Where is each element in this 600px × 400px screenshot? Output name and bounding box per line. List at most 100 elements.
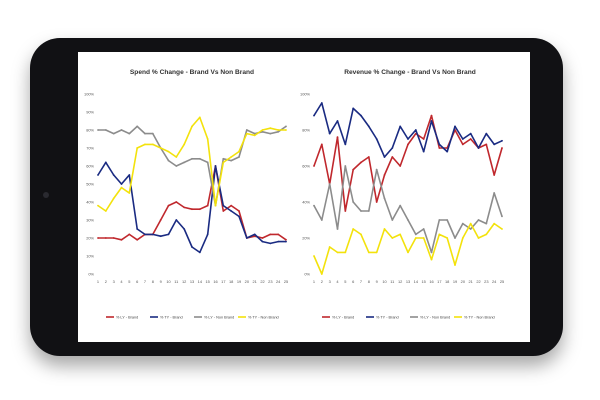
data-point bbox=[183, 228, 186, 230]
data-point bbox=[230, 159, 233, 162]
charts-canvas: Spend % Change - Brand Vs Non Brand0%10%… bbox=[84, 69, 504, 319]
data-point bbox=[383, 156, 386, 158]
data-point bbox=[360, 233, 362, 236]
data-point bbox=[253, 132, 256, 135]
data-point bbox=[477, 237, 480, 239]
data-point bbox=[352, 228, 355, 230]
series-line-4 bbox=[313, 222, 503, 275]
y-tick-label: 0% bbox=[304, 271, 310, 276]
data-point bbox=[183, 161, 186, 164]
data-point bbox=[191, 208, 193, 211]
data-point bbox=[407, 251, 409, 254]
data-point bbox=[238, 215, 240, 218]
x-tick-label: 12 bbox=[398, 279, 402, 284]
data-point bbox=[104, 129, 107, 131]
data-point bbox=[222, 157, 225, 160]
data-point bbox=[136, 147, 139, 149]
data-point bbox=[183, 206, 186, 209]
data-point bbox=[97, 204, 99, 207]
data-point bbox=[367, 251, 370, 254]
data-point bbox=[501, 215, 503, 218]
y-tick-label: 60% bbox=[302, 163, 310, 168]
series-line-1 bbox=[98, 165, 287, 241]
data-point bbox=[97, 174, 99, 176]
x-tick-label: 10 bbox=[166, 279, 171, 284]
data-point bbox=[493, 222, 496, 225]
data-point bbox=[167, 159, 170, 162]
data-point bbox=[238, 150, 240, 153]
data-point bbox=[285, 125, 287, 128]
x-tick-label: 17 bbox=[437, 279, 441, 284]
data-point bbox=[313, 255, 315, 257]
x-tick-label: 20 bbox=[245, 279, 250, 284]
x-tick-label: 24 bbox=[276, 279, 281, 284]
y-tick-label: 0% bbox=[88, 271, 94, 276]
data-point bbox=[120, 186, 123, 189]
data-point bbox=[477, 147, 480, 149]
data-point bbox=[151, 143, 154, 146]
data-point bbox=[167, 150, 170, 153]
data-point bbox=[320, 273, 323, 275]
x-tick-label: 22 bbox=[260, 279, 264, 284]
data-point bbox=[261, 237, 264, 239]
x-tick-label: 5 bbox=[344, 279, 346, 284]
data-point bbox=[422, 237, 425, 239]
data-point bbox=[469, 228, 472, 230]
data-point bbox=[336, 120, 339, 122]
data-point bbox=[414, 233, 417, 236]
data-point bbox=[461, 237, 464, 239]
y-tick-label: 30% bbox=[86, 217, 94, 222]
data-point bbox=[469, 222, 472, 225]
data-point bbox=[399, 204, 402, 207]
x-tick-label: 22 bbox=[476, 279, 480, 284]
x-tick-label: 1 bbox=[97, 279, 99, 284]
data-point bbox=[352, 107, 355, 110]
x-tick-label: 3 bbox=[329, 279, 331, 284]
x-tick-label: 9 bbox=[160, 279, 162, 284]
y-tick-label: 80% bbox=[302, 127, 310, 132]
data-point bbox=[175, 156, 178, 158]
data-point bbox=[360, 210, 362, 212]
data-point bbox=[352, 168, 355, 171]
series-line-2 bbox=[97, 161, 286, 254]
data-point bbox=[485, 233, 488, 236]
y-tick-label: 100% bbox=[300, 91, 310, 96]
data-point bbox=[269, 127, 272, 130]
x-tick-label: 16 bbox=[429, 279, 433, 284]
data-point bbox=[320, 219, 323, 221]
data-point bbox=[167, 204, 170, 207]
x-tick-label: 24 bbox=[492, 279, 497, 284]
data-point bbox=[383, 228, 386, 230]
x-tick-label: 4 bbox=[336, 279, 339, 284]
legend-label: % LY - Brand bbox=[116, 315, 138, 319]
x-tick-label: 13 bbox=[190, 279, 194, 284]
data-point bbox=[128, 233, 131, 236]
data-point bbox=[159, 235, 162, 238]
data-point bbox=[238, 210, 240, 212]
x-tick-label: 9 bbox=[376, 279, 378, 284]
x-tick-label: 8 bbox=[368, 279, 370, 284]
data-point bbox=[128, 132, 131, 135]
data-point bbox=[230, 156, 233, 158]
data-point bbox=[320, 143, 323, 146]
data-point bbox=[375, 201, 378, 203]
x-tick-label: 19 bbox=[453, 279, 457, 284]
legend-label: % LY - Non Brand bbox=[204, 315, 234, 319]
data-point bbox=[438, 143, 441, 146]
data-point bbox=[183, 143, 186, 146]
x-tick-label: 1 bbox=[313, 279, 315, 284]
data-point bbox=[198, 251, 201, 254]
data-point bbox=[136, 238, 139, 241]
x-tick-label: 21 bbox=[253, 279, 257, 284]
data-point bbox=[438, 219, 441, 221]
data-point bbox=[454, 125, 456, 128]
data-point bbox=[501, 139, 503, 142]
data-point bbox=[144, 143, 146, 146]
data-point bbox=[230, 204, 233, 207]
x-tick-label: 20 bbox=[461, 279, 466, 284]
data-point bbox=[367, 125, 370, 128]
data-point bbox=[136, 125, 139, 128]
data-point bbox=[277, 240, 280, 243]
data-point bbox=[407, 219, 409, 221]
x-tick-label: 15 bbox=[206, 279, 210, 284]
